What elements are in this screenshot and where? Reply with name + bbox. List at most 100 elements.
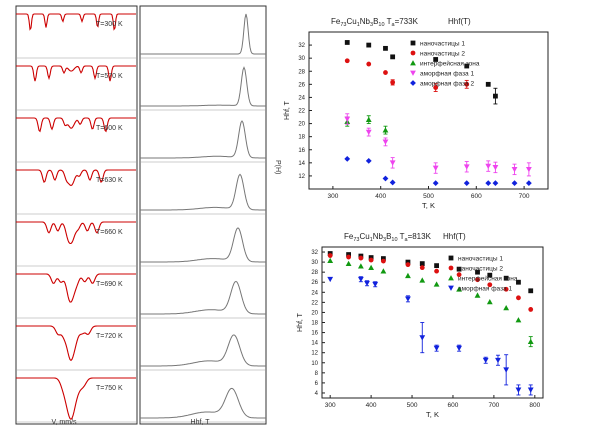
- data-point: [344, 58, 350, 64]
- x-tick-label: 700: [488, 402, 499, 409]
- data-point: [515, 387, 522, 393]
- field-distribution-curve: [140, 227, 266, 263]
- title-part: 1: [357, 22, 360, 28]
- legend-label: интерфейсная зона: [458, 275, 518, 283]
- y-tick-label: 4: [315, 391, 319, 397]
- data-point: [463, 180, 470, 187]
- data-point: [410, 70, 416, 76]
- series-square: [344, 40, 498, 105]
- y-tick-label: 26: [298, 82, 305, 88]
- data-point: [327, 253, 333, 258]
- data-point: [433, 281, 440, 287]
- data-point: [456, 345, 463, 352]
- x-tick-label: 700: [519, 193, 530, 200]
- title-part: =813K: [408, 232, 432, 241]
- y-axis-label: Hhf, T: [297, 312, 304, 332]
- title-part: B: [373, 17, 378, 26]
- title-part: Nb: [373, 232, 384, 241]
- data-point: [419, 277, 426, 283]
- y-tick-label: 22: [311, 300, 318, 306]
- hhf-chart-813k: Fe73Cu1Nb3B10 Ta=813K Hhf(T)300 400 500 600 7…: [297, 232, 544, 419]
- data-point: [390, 79, 396, 85]
- series-circle: [344, 58, 470, 92]
- data-point: [463, 164, 470, 170]
- title-part: T: [398, 232, 405, 241]
- velocity-axis-label: V, mm/s: [51, 419, 77, 426]
- x-tick-label: 800: [529, 402, 540, 409]
- data-point: [368, 255, 374, 260]
- title-part: Fe: [344, 232, 354, 241]
- x-axis-label: T, K: [426, 410, 439, 419]
- spectrum-fit-curve: [16, 169, 136, 187]
- series-triangle: [327, 257, 534, 348]
- field-distribution-curve: [140, 13, 266, 55]
- data-point: [503, 305, 510, 311]
- y-tick-label: 14: [298, 161, 305, 167]
- data-point: [405, 296, 411, 302]
- data-point: [525, 180, 532, 187]
- spectrum-fit-curve: [16, 325, 136, 362]
- x-tick-label: 500: [407, 402, 418, 409]
- legend-label: аморфная фаза 1: [420, 71, 474, 78]
- title-part: 3: [383, 237, 386, 243]
- data-point: [487, 272, 493, 278]
- chart-title-suffix: Hhf(T): [443, 232, 466, 241]
- data-point: [366, 61, 372, 67]
- y-tick-label: 20: [311, 310, 318, 316]
- temperature-label: T=570 K: [96, 73, 123, 80]
- temperature-label: T=660 K: [96, 229, 123, 236]
- data-point: [368, 257, 374, 263]
- data-point: [327, 257, 334, 263]
- legend-label: аморфная фаза 2: [420, 81, 474, 88]
- data-point: [344, 156, 351, 162]
- x-tick-label: 600: [471, 193, 482, 200]
- data-point: [456, 272, 462, 278]
- y-tick-label: 20: [298, 122, 305, 128]
- title-part: a: [405, 237, 409, 243]
- data-point: [492, 165, 499, 171]
- data-point: [419, 261, 425, 267]
- y-tick-label: 14: [311, 341, 318, 347]
- data-point: [410, 40, 416, 46]
- data-point: [448, 265, 454, 271]
- data-point: [368, 264, 375, 271]
- data-point: [511, 180, 518, 187]
- spectrum-fit-curve: [16, 117, 136, 133]
- field-distribution-curve: [140, 120, 266, 159]
- chart-title: Fe73Cu1Nb3B10 Ta=813K: [344, 232, 432, 243]
- data-point: [405, 262, 411, 268]
- spectrum-fit-curve: [16, 65, 136, 82]
- title-part: 10: [391, 237, 397, 243]
- data-point: [382, 139, 389, 145]
- data-point: [346, 252, 352, 257]
- x-tick-label: 500: [423, 193, 434, 200]
- data-point: [515, 317, 522, 323]
- probability-axis-label: P(H): [274, 160, 281, 174]
- title-part: Fe: [331, 17, 341, 26]
- field-distribution-curve: [140, 173, 266, 211]
- data-point: [383, 70, 388, 75]
- chart-title-suffix: Hhf(T): [448, 17, 471, 26]
- y-tick-label: 26: [311, 280, 318, 286]
- title-part: 10: [378, 22, 384, 28]
- temperature-label: T=630 K: [96, 177, 123, 184]
- series-circle: [327, 253, 534, 312]
- y-tick-label: 16: [311, 331, 318, 337]
- data-point: [357, 263, 364, 269]
- data-point: [475, 269, 480, 275]
- data-point: [486, 298, 493, 305]
- y-tick-label: 18: [311, 321, 318, 327]
- field-axis-label: Hhf, T: [191, 419, 211, 426]
- title-part: 73: [353, 237, 359, 243]
- title-part: 73: [340, 22, 346, 28]
- data-point: [464, 63, 470, 69]
- series-triangle-down: [344, 113, 532, 177]
- data-point: [495, 357, 501, 364]
- data-point: [382, 127, 389, 133]
- data-point: [365, 157, 372, 164]
- x-tick-label: 300: [327, 193, 338, 200]
- data-point: [456, 266, 462, 272]
- title-part: 1: [370, 237, 373, 243]
- data-point: [357, 276, 364, 283]
